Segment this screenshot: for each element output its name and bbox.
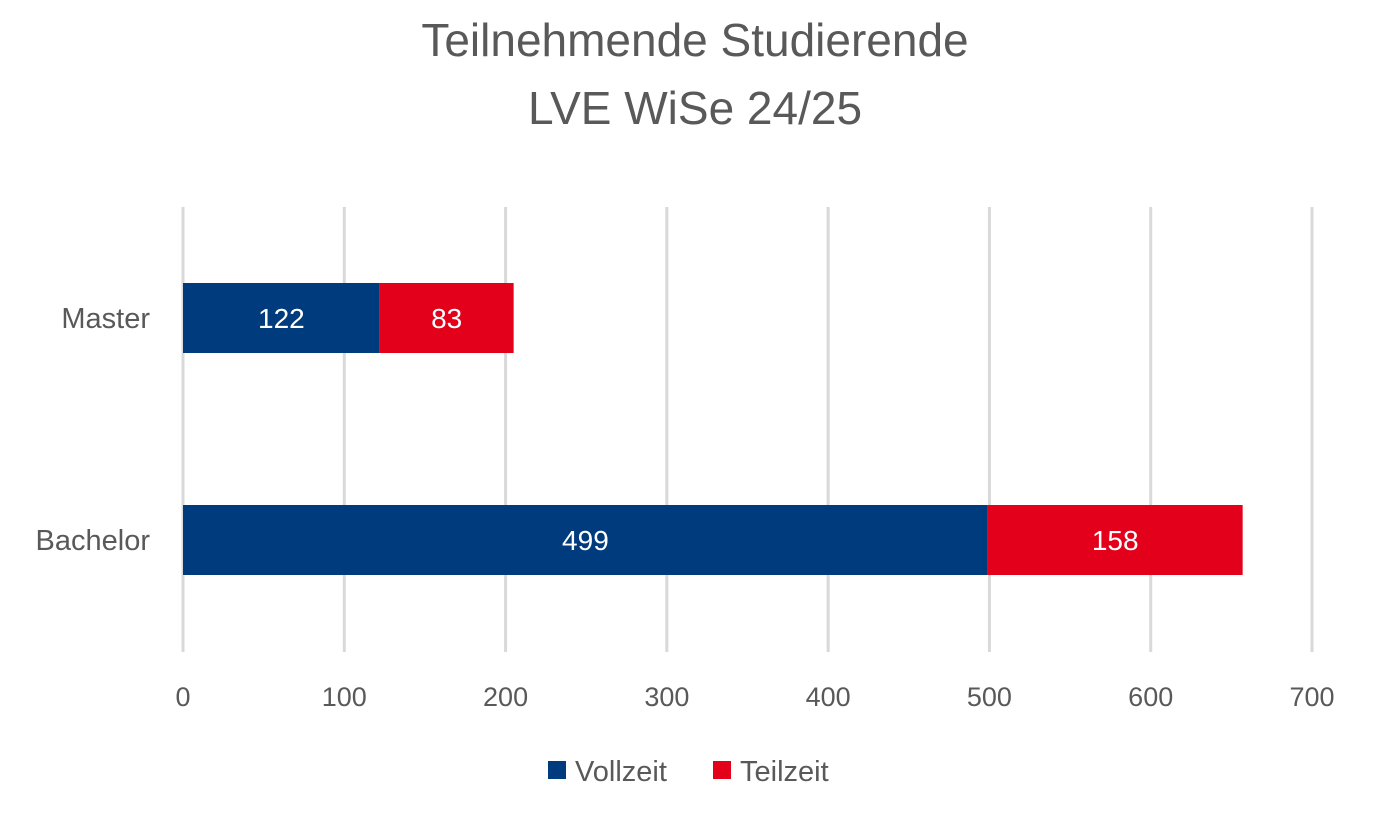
x-tick-label: 600 bbox=[1128, 682, 1173, 712]
x-tick-label: 700 bbox=[1289, 682, 1334, 712]
legend-swatch bbox=[713, 761, 731, 779]
bar-master-vollzeit bbox=[183, 283, 380, 353]
x-tick-label: 200 bbox=[483, 682, 528, 712]
category-label: Bachelor bbox=[36, 525, 151, 557]
data-label: 83 bbox=[431, 303, 462, 334]
gridlines bbox=[181, 207, 1314, 652]
bars: 122 83 499 158 bbox=[183, 283, 1243, 575]
bar-bachelor-vollzeit bbox=[183, 505, 988, 575]
legend-item-teilzeit: Teilzeit bbox=[713, 756, 829, 788]
legend-swatch bbox=[548, 761, 566, 779]
x-tick-label: 100 bbox=[322, 682, 367, 712]
legend-label: Vollzeit bbox=[575, 756, 667, 788]
x-tick-label: 300 bbox=[644, 682, 689, 712]
chart-title-line-1: Teilnehmende Studierende bbox=[421, 14, 968, 66]
data-label: 158 bbox=[1092, 525, 1139, 556]
legend-label: Teilzeit bbox=[740, 756, 829, 788]
x-tick-label: 0 bbox=[175, 682, 190, 712]
data-label: 122 bbox=[258, 303, 305, 334]
category-label: Master bbox=[61, 303, 150, 335]
category-axis: Master Bachelor bbox=[36, 303, 151, 557]
chart-title-line-2: LVE WiSe 24/25 bbox=[528, 82, 862, 134]
bar-bachelor-teilzeit bbox=[987, 505, 1243, 575]
legend: Vollzeit Teilzeit bbox=[548, 756, 829, 788]
legend-item-vollzeit: Vollzeit bbox=[548, 756, 667, 788]
bar-master-teilzeit bbox=[379, 283, 514, 353]
value-axis: 0 100 200 300 400 500 600 700 bbox=[175, 682, 1334, 712]
x-tick-label: 400 bbox=[806, 682, 851, 712]
chart-title: Teilnehmende Studierende LVE WiSe 24/25 bbox=[421, 14, 968, 134]
data-label: 499 bbox=[562, 525, 609, 556]
x-tick-label: 500 bbox=[967, 682, 1012, 712]
